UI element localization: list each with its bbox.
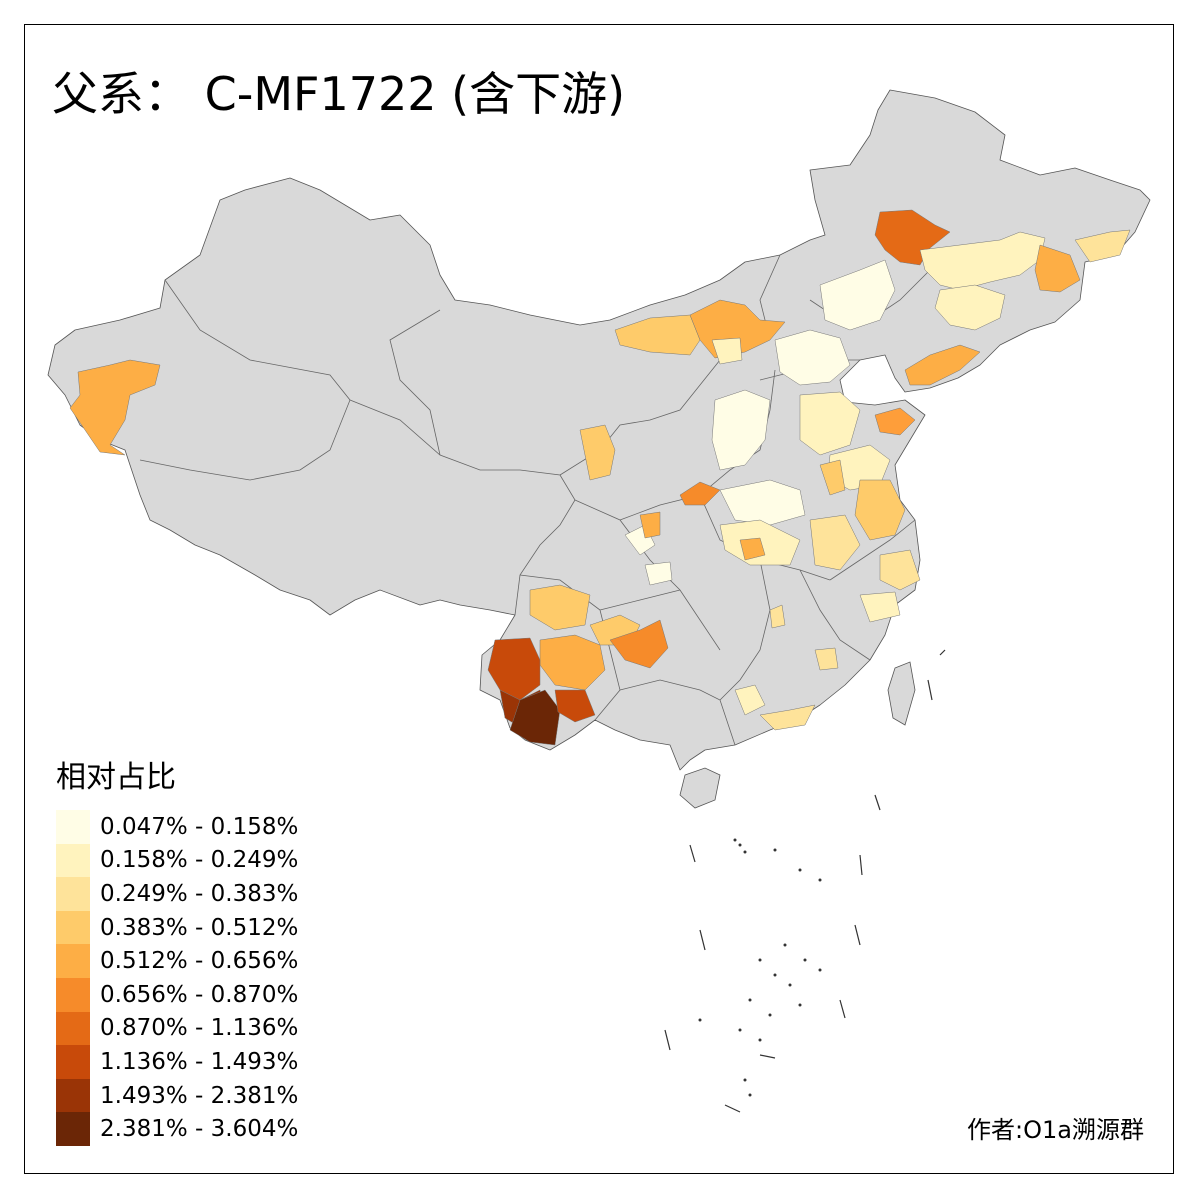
legend-label: 0.158% - 0.249% xyxy=(100,847,299,874)
region-shandong xyxy=(874,407,916,436)
region-liaoning xyxy=(904,344,981,386)
legend-label: 0.656% - 0.870% xyxy=(100,981,299,1008)
taiwan-island xyxy=(887,661,916,726)
region-gansu-1 xyxy=(579,424,616,481)
legend-item: 0.383% - 0.512% xyxy=(56,910,299,945)
region-henan-2 xyxy=(819,459,846,496)
legend-item: 0.249% - 0.383% xyxy=(56,877,298,911)
south-sea-islands xyxy=(664,649,946,1113)
legend-swatch xyxy=(56,810,90,844)
region-hunan xyxy=(644,561,673,586)
legend-label: 0.383% - 0.512% xyxy=(100,914,299,941)
region-shaanxi xyxy=(679,481,721,506)
legend-label: 1.493% - 2.381% xyxy=(100,1082,299,1109)
legend-item: 0.512% - 0.656% xyxy=(56,944,298,978)
region-hainan-prov xyxy=(769,604,786,629)
region-xishuangbanna xyxy=(509,689,561,746)
region-anhui xyxy=(809,514,861,571)
south-sea-dots xyxy=(698,838,822,1097)
region-sichuan-1 xyxy=(639,511,661,539)
legend-label: 2.381% - 3.604% xyxy=(100,1116,299,1143)
region-hebei xyxy=(799,391,861,456)
region-henan xyxy=(719,479,806,526)
region-zhejiang xyxy=(879,549,921,591)
legend: 相对占比 0.047% - 0.158% 0.158% - 0.249% 0.249… xyxy=(56,752,298,1146)
map-title: 父系： C-MF1722 (含下游) xyxy=(52,67,626,121)
region-guizhou-2 xyxy=(609,619,669,669)
region-fujian xyxy=(814,647,839,671)
legend-rows: 0.047% - 0.158% 0.158% - 0.249% 0.249% - 0… xyxy=(56,810,298,1146)
region-xinjiang-west xyxy=(69,359,161,456)
legend-swatch xyxy=(56,843,90,878)
region-ne-3 xyxy=(1074,229,1131,263)
legend-item: 1.136% - 1.493% xyxy=(56,1045,298,1079)
legend-label: 0.870% - 1.136% xyxy=(100,1015,299,1042)
hainan-island xyxy=(679,767,721,809)
legend-swatch xyxy=(56,1112,90,1146)
region-guangxi xyxy=(734,684,766,716)
region-yunnan-4 xyxy=(554,689,596,723)
region-jiangsu xyxy=(854,479,906,541)
region-guangdong xyxy=(759,704,816,731)
region-yunnan-1 xyxy=(539,634,606,691)
region-ne-4 xyxy=(819,259,896,331)
legend-swatch xyxy=(56,910,90,945)
legend-swatch xyxy=(56,944,90,978)
region-inner-mongolia-1 xyxy=(614,314,701,356)
legend-label: 0.512% - 0.656% xyxy=(100,948,299,975)
legend-label: 0.249% - 0.383% xyxy=(100,880,299,907)
legend-item: 0.870% - 1.136% xyxy=(56,1011,299,1046)
colored-regions xyxy=(69,209,1131,746)
legend-item: 1.493% - 2.381% xyxy=(56,1078,299,1113)
region-hubei-2 xyxy=(739,537,766,561)
legend-swatch xyxy=(56,877,90,911)
region-jilin xyxy=(934,284,1006,331)
legend-swatch xyxy=(56,977,90,1012)
legend-swatch xyxy=(56,1078,90,1113)
region-jiangxi xyxy=(859,591,901,623)
legend-label: 0.047% - 0.158% xyxy=(100,813,299,840)
legend-swatch xyxy=(56,1011,90,1046)
region-north-1 xyxy=(774,329,851,386)
region-ne-2 xyxy=(1034,244,1081,293)
region-sichuan-south xyxy=(529,584,591,631)
legend-title: 相对占比 xyxy=(56,760,176,795)
legend-item: 0.158% - 0.249% xyxy=(56,843,299,878)
region-yunnan-2 xyxy=(487,637,541,701)
region-shanxi xyxy=(711,389,771,471)
legend-item: 2.381% - 3.604% xyxy=(56,1112,298,1146)
author-credit: 作者:O1a溯源群 xyxy=(967,1116,1144,1144)
legend-label: 1.136% - 1.493% xyxy=(100,1048,299,1075)
legend-swatch xyxy=(56,1045,90,1079)
legend-item: 0.047% - 0.158% xyxy=(56,810,298,844)
region-ne-1 xyxy=(919,231,1046,291)
legend-item: 0.656% - 0.870% xyxy=(56,977,299,1012)
region-inner-mongolia-3 xyxy=(711,337,743,365)
